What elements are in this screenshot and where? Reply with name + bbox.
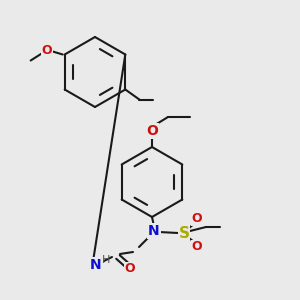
Text: O: O [192, 212, 202, 226]
Text: H: H [102, 255, 110, 265]
Text: N: N [90, 258, 102, 272]
Text: O: O [41, 44, 52, 57]
Text: O: O [125, 262, 135, 275]
Text: S: S [178, 226, 190, 241]
Text: O: O [192, 241, 202, 254]
Text: N: N [148, 224, 160, 238]
Text: O: O [146, 124, 158, 138]
